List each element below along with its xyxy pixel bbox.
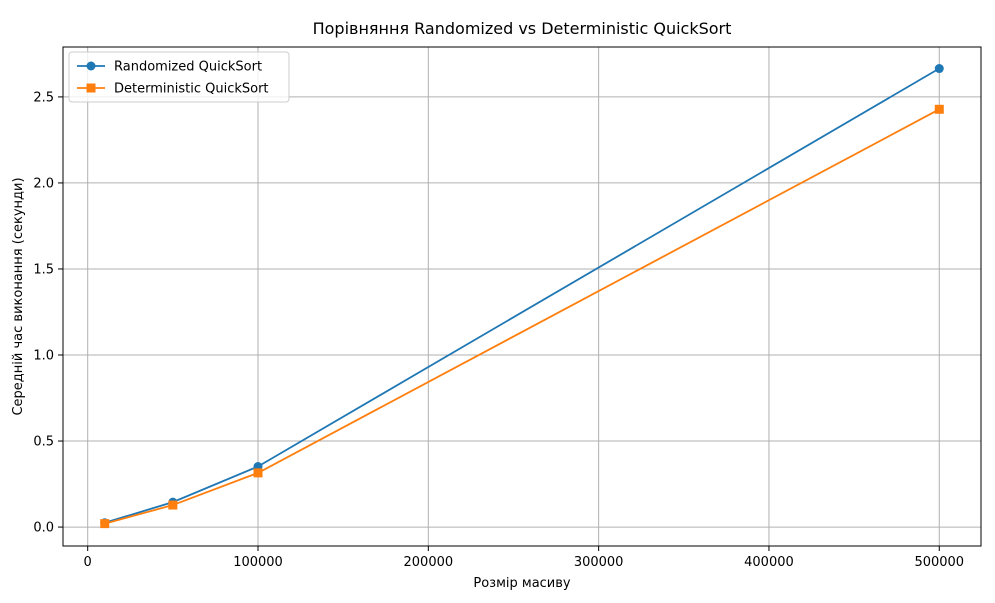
legend-entry: Randomized QuickSort — [77, 60, 262, 75]
plot-frame — [62, 46, 982, 547]
x-axis-ticks: 0 100000 200000 300000 400000 500000 — [84, 546, 964, 570]
y-axis-ticks: 0.0 0.5 1.0 1.5 2.0 2.5 — [33, 90, 63, 536]
series-layer — [100, 64, 944, 529]
legend-entry: Deterministic QuickSort — [77, 82, 269, 97]
x-tick-label: 0 — [84, 555, 92, 570]
x-tick-label: 200000 — [404, 555, 454, 570]
data-point — [934, 64, 944, 74]
y-tick-label: 0.0 — [33, 521, 54, 536]
series-2 — [100, 104, 944, 529]
y-tick-label: 2.5 — [33, 90, 54, 105]
series-line — [104, 108, 940, 525]
legend-label: Deterministic QuickSort — [114, 82, 269, 97]
x-tick-label: 400000 — [744, 555, 794, 570]
grid — [63, 47, 981, 546]
x-tick-label: 500000 — [914, 555, 964, 570]
x-tick-label: 300000 — [574, 555, 624, 570]
y-axis-label: Середній час виконання (секунди) — [11, 177, 26, 415]
y-tick-label: 2.0 — [33, 176, 54, 191]
series-1 — [100, 64, 944, 528]
x-tick-label: 100000 — [233, 555, 283, 570]
data-point — [934, 104, 944, 114]
data-point — [253, 468, 263, 478]
x-axis-label: Розмір масиву — [473, 576, 571, 591]
legend-marker — [86, 83, 96, 93]
y-tick-label: 1.0 — [33, 349, 54, 364]
y-tick-label: 0.5 — [33, 435, 54, 450]
legend-marker — [86, 61, 96, 71]
y-tick-label: 1.5 — [33, 262, 54, 277]
legend-box — [68, 51, 290, 103]
legend: Randomized QuickSort Deterministic QuickS… — [68, 51, 290, 103]
legend-label: Randomized QuickSort — [114, 60, 262, 75]
data-point — [100, 519, 110, 529]
data-point — [168, 500, 178, 510]
series-line — [104, 67, 940, 524]
chart-title: Порівняння Randomized vs Deterministic Q… — [313, 19, 732, 38]
